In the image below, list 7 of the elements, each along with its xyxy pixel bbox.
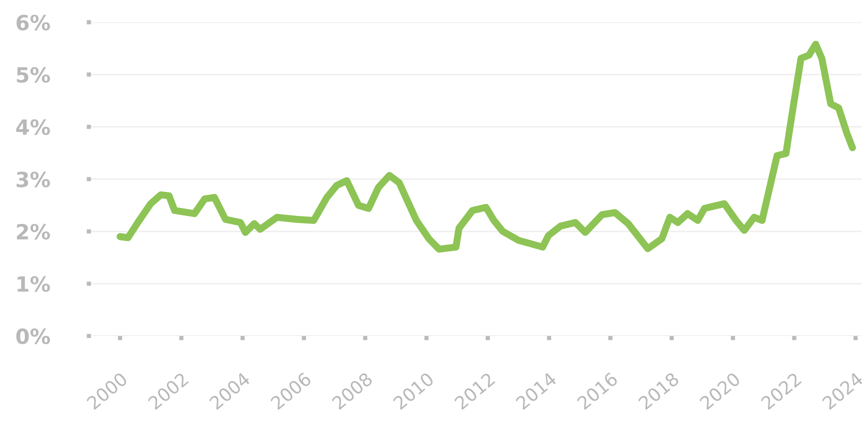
y-tick-label: 5% bbox=[16, 66, 50, 83]
y-tick-label: 0% bbox=[16, 328, 50, 344]
y-tick-label: 6% bbox=[16, 14, 50, 30]
y-tick-label: 3% bbox=[16, 172, 50, 188]
y-tick-label: 2% bbox=[16, 224, 50, 240]
y-tick-label: 4% bbox=[16, 119, 50, 136]
y-tick-label: 1% bbox=[18, 276, 50, 292]
